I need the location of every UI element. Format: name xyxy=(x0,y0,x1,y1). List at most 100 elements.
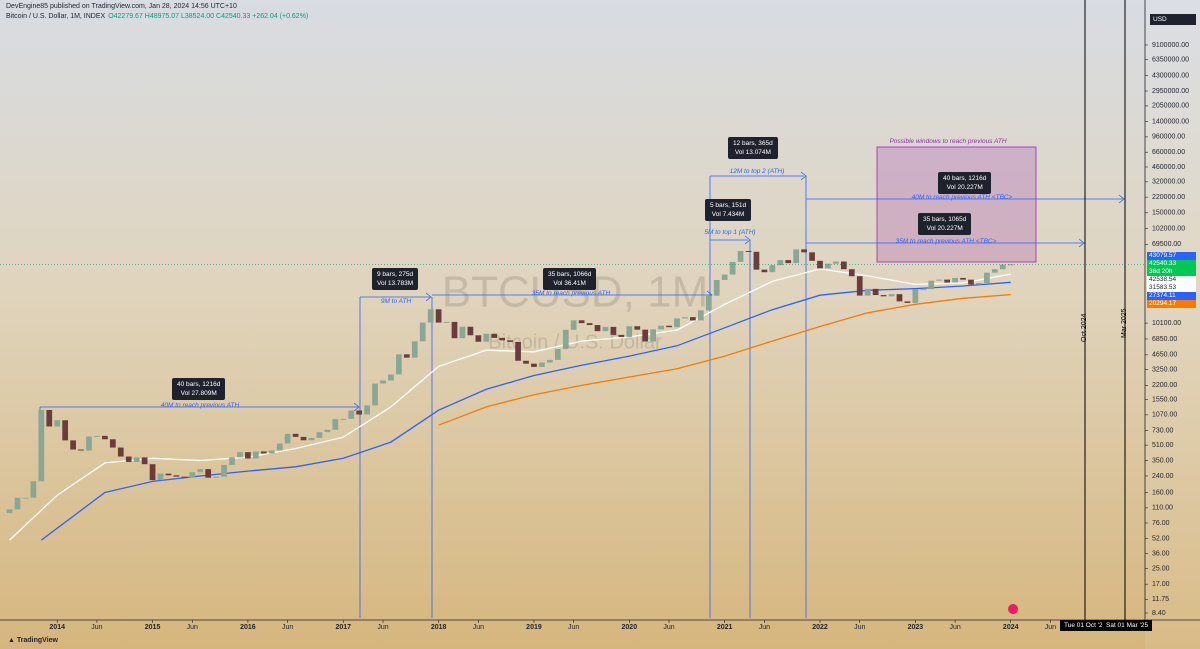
candle-body xyxy=(729,261,736,275)
candle-body xyxy=(984,272,990,283)
price-tag: 42538.54 xyxy=(1147,276,1196,284)
arrow-head xyxy=(1118,194,1125,204)
currency-button[interactable]: USD xyxy=(1150,14,1196,25)
candle-body xyxy=(141,457,148,465)
candle-body xyxy=(745,250,752,252)
candle-body xyxy=(403,354,410,358)
candle-body xyxy=(531,363,537,367)
x-tick-label: Jun xyxy=(187,624,198,631)
candle-body xyxy=(912,289,919,303)
candle-body xyxy=(523,360,529,364)
x-tick-label: 2017 xyxy=(335,624,351,631)
candle-body xyxy=(388,374,394,381)
x-tick-label: Jun xyxy=(377,624,388,631)
x-tick-label: 2014 xyxy=(49,624,65,631)
candle-body xyxy=(690,317,696,321)
candle-body xyxy=(539,362,545,367)
arrow-head xyxy=(744,235,751,245)
y-tick-label: 730.00 xyxy=(1152,427,1174,434)
candle-body xyxy=(554,349,561,360)
candle-body xyxy=(86,436,92,451)
y-tick-label: 3250.00 xyxy=(1152,366,1177,373)
annotation-vol: Vol 20.227M xyxy=(946,184,983,191)
candle-body xyxy=(833,261,839,264)
candle-body xyxy=(896,294,903,302)
candle-body xyxy=(864,288,871,296)
candle-body xyxy=(173,475,180,477)
candle-body xyxy=(499,337,506,341)
x-tick-label: 2015 xyxy=(145,624,161,631)
candle-body xyxy=(491,333,498,338)
candle-body xyxy=(94,435,100,437)
x-tick-label: Jun xyxy=(282,624,293,631)
candle-body xyxy=(976,282,982,285)
footer: ▲ TradingView xyxy=(8,637,58,644)
x-tick-label: 2024 xyxy=(1003,624,1019,631)
x-tick-label: 2018 xyxy=(431,624,447,631)
y-tick-label: 150000.00 xyxy=(1152,210,1185,217)
candle-body xyxy=(809,252,815,261)
candle-body xyxy=(793,249,800,264)
footer-brand: TradingView xyxy=(16,637,58,644)
candle-body xyxy=(435,309,442,323)
x-tick-label: Jun xyxy=(854,624,865,631)
x-tick-label: Jun xyxy=(91,624,102,631)
annotation-bars: 12 bars, 365d xyxy=(733,140,773,147)
x-tick-label: 2019 xyxy=(526,624,542,631)
x-tick-label: 2021 xyxy=(717,624,733,631)
candle-body xyxy=(904,301,911,303)
candle-body xyxy=(507,340,513,342)
y-tick-label: 460000.00 xyxy=(1152,164,1185,171)
candle-body xyxy=(761,269,768,273)
candle-body xyxy=(229,457,235,465)
price-tag: 36d 20h xyxy=(1147,268,1196,276)
y-tick-label: 2200.00 xyxy=(1152,382,1177,389)
annotation-bars: 40 bars, 1216d xyxy=(943,175,987,182)
x-tick-label: 2022 xyxy=(812,624,828,631)
candle-body xyxy=(872,288,879,296)
candle-body xyxy=(292,433,299,437)
ma-line xyxy=(40,281,1011,541)
candle-body xyxy=(419,322,426,342)
annotation-vol: Vol 13.783M xyxy=(377,280,414,287)
candle-body xyxy=(340,418,347,420)
annotation-label: 5M to top 1 (ATH) xyxy=(704,229,756,236)
annotation-vol: Vol 20.227M xyxy=(926,225,963,232)
candle-body xyxy=(721,274,728,280)
publisher-line: DevEngine85 published on TradingView.com… xyxy=(6,3,237,10)
annotation-box: 40 bars, 1216d Vol 20.227M xyxy=(938,172,992,194)
y-tick-label: 2050000.00 xyxy=(1152,103,1189,110)
annotation-box: 35 bars, 1065d Vol 20.227M xyxy=(918,213,972,235)
candle-body xyxy=(952,277,958,283)
candle-body xyxy=(666,325,672,328)
annotation-vol: Vol 36.41M xyxy=(553,280,586,287)
vertical-label: Mar 2025 xyxy=(1121,308,1128,338)
ohlc: O42279.67 H48975.07 L38524.00 C42540.33 … xyxy=(108,13,309,20)
candle-body xyxy=(213,476,219,478)
y-tick-label: 110.00 xyxy=(1152,505,1173,512)
annotation-box: 40 bars, 1216d Vol 27.809M xyxy=(172,378,226,400)
annotation-vol: Vol 13.074M xyxy=(734,149,771,156)
candle-body xyxy=(356,410,363,415)
annotation-vol: Vol 27.809M xyxy=(180,390,217,397)
annotation-bars: 9 bars, 275d xyxy=(377,271,414,278)
x-tick-label: Jun xyxy=(759,624,770,631)
candle-body xyxy=(674,318,680,328)
candle-body xyxy=(396,354,402,375)
annotation-label: 9M to ATH xyxy=(380,298,412,305)
candle-body xyxy=(125,456,132,462)
candle-body xyxy=(149,464,156,481)
price-tag: 27374.11 xyxy=(1147,292,1196,300)
candle-body xyxy=(411,341,418,358)
candle-body xyxy=(642,329,649,342)
candle-body xyxy=(245,452,251,459)
y-tick-label: 25.00 xyxy=(1152,565,1170,572)
candle-body xyxy=(705,295,712,311)
y-tick-label: 160.00 xyxy=(1152,489,1174,496)
candle-body xyxy=(936,279,943,281)
candle-body xyxy=(483,333,490,342)
candle-body xyxy=(578,320,585,324)
annotation-box: 9 bars, 275d Vol 13.783M xyxy=(372,268,419,290)
symbol-line: Bitcoin / U.S. Dollar, 1M, INDEX O42279.6… xyxy=(6,13,308,20)
